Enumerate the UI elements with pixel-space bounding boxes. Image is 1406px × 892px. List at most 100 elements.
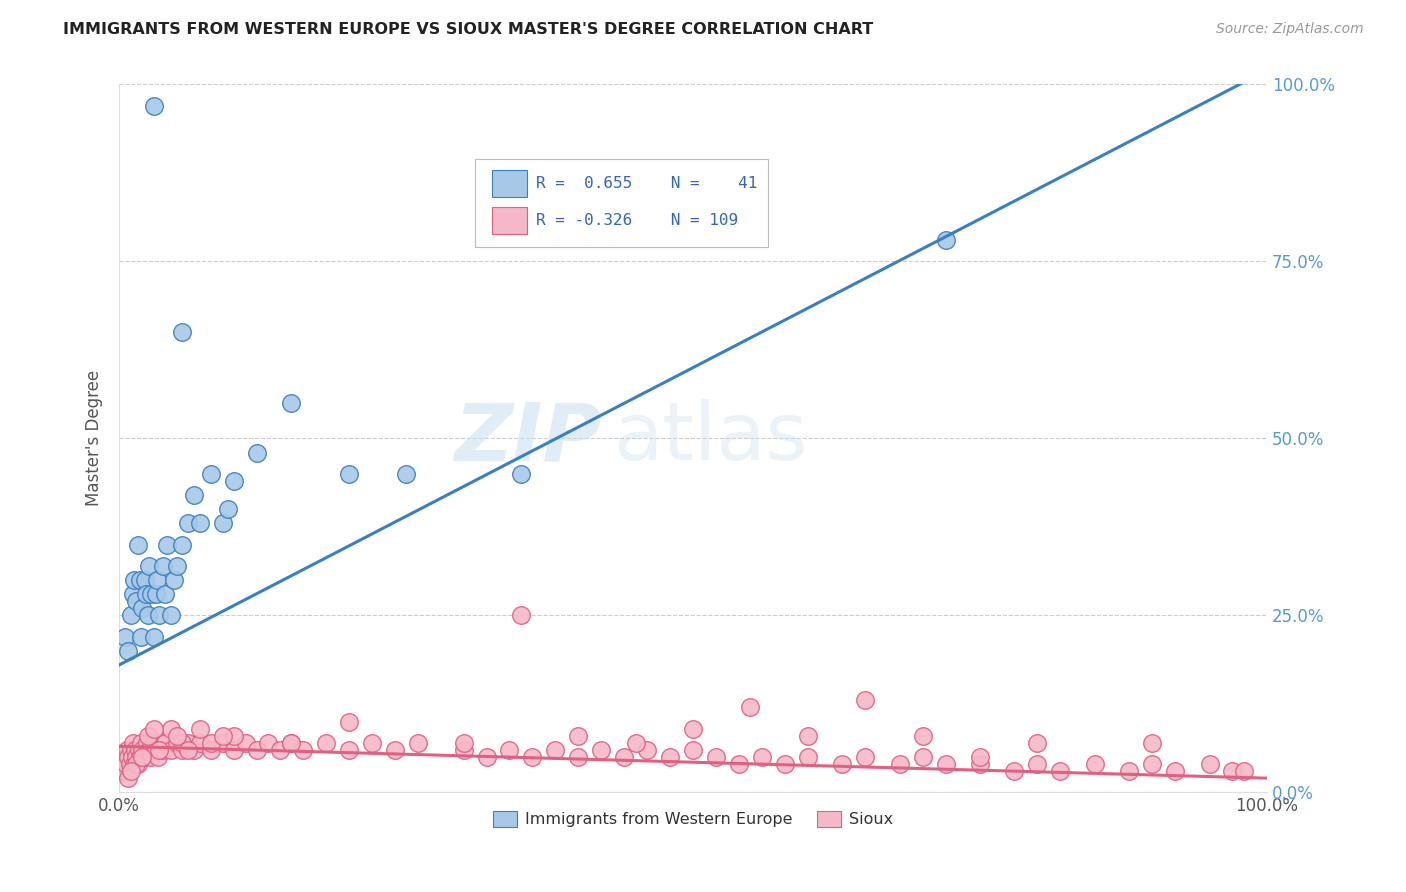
Point: [291, 743, 314, 757]
Point: [1164, 764, 1187, 778]
Point: [135, 587, 157, 601]
Point: [853, 750, 876, 764]
Point: [128, 743, 150, 757]
Point: [148, 608, 170, 623]
Point: [160, 608, 183, 623]
Point: [613, 750, 636, 764]
FancyBboxPatch shape: [475, 159, 768, 247]
Point: [1222, 764, 1244, 778]
Point: [567, 750, 589, 764]
Point: [149, 736, 172, 750]
Point: [1026, 756, 1049, 771]
Point: [129, 750, 152, 764]
Point: [125, 756, 148, 771]
Point: [257, 736, 280, 750]
Bar: [492, 170, 527, 197]
Point: [211, 516, 233, 531]
Point: [152, 558, 174, 573]
Point: [1118, 764, 1140, 778]
Point: [831, 756, 853, 771]
Point: [172, 325, 194, 339]
Text: Source: ZipAtlas.com: Source: ZipAtlas.com: [1216, 22, 1364, 37]
Point: [188, 516, 211, 531]
Point: [125, 750, 148, 764]
Point: [544, 743, 567, 757]
Point: [134, 573, 156, 587]
Point: [246, 743, 269, 757]
Point: [188, 736, 211, 750]
Point: [127, 756, 149, 771]
Point: [122, 587, 145, 601]
Point: [751, 750, 773, 764]
Point: [188, 722, 211, 736]
Point: [146, 573, 169, 587]
Point: [1198, 756, 1220, 771]
Point: [682, 743, 704, 757]
Legend: Immigrants from Western Europe, Sioux: Immigrants from Western Europe, Sioux: [486, 805, 900, 834]
Point: [120, 608, 142, 623]
Bar: [492, 207, 527, 234]
Point: [200, 736, 222, 750]
Point: [1233, 764, 1256, 778]
Point: [114, 630, 136, 644]
Point: [129, 736, 152, 750]
Point: [510, 608, 533, 623]
Point: [222, 743, 245, 757]
Point: [120, 743, 142, 757]
Point: [740, 700, 762, 714]
Point: [211, 729, 233, 743]
Point: [122, 573, 145, 587]
Point: [1049, 764, 1071, 778]
Point: [120, 764, 142, 778]
Point: [166, 558, 188, 573]
Point: [704, 750, 727, 764]
Point: [145, 587, 167, 601]
Point: [269, 743, 291, 757]
Point: [384, 743, 406, 757]
Point: [475, 750, 498, 764]
Point: [138, 558, 160, 573]
Point: [117, 644, 139, 658]
Point: [115, 756, 138, 771]
Point: [110, 756, 132, 771]
Point: [183, 743, 205, 757]
Point: [406, 736, 429, 750]
Point: [160, 743, 183, 757]
Point: [969, 756, 991, 771]
Point: [1140, 736, 1163, 750]
Point: [222, 474, 245, 488]
Point: [911, 750, 934, 764]
Point: [1084, 756, 1107, 771]
Text: IMMIGRANTS FROM WESTERN EUROPE VS SIOUX MASTER'S DEGREE CORRELATION CHART: IMMIGRANTS FROM WESTERN EUROPE VS SIOUX …: [63, 22, 873, 37]
Point: [280, 396, 302, 410]
Point: [211, 736, 233, 750]
Point: [131, 743, 153, 757]
Point: [889, 756, 911, 771]
Point: [453, 736, 475, 750]
Point: [124, 743, 146, 757]
Point: [522, 750, 544, 764]
Point: [142, 736, 165, 750]
Point: [129, 573, 152, 587]
Point: [166, 729, 188, 743]
Point: [183, 488, 205, 502]
Point: [200, 467, 222, 481]
Point: [969, 750, 991, 764]
Point: [142, 722, 165, 736]
Point: [117, 750, 139, 764]
Point: [172, 537, 194, 551]
Point: [160, 722, 183, 736]
Point: [591, 743, 613, 757]
Point: [142, 630, 165, 644]
Point: [112, 764, 135, 778]
Point: [453, 743, 475, 757]
Point: [122, 736, 145, 750]
Point: [659, 750, 682, 764]
Point: [121, 750, 143, 764]
Point: [395, 467, 418, 481]
Point: [1026, 736, 1049, 750]
Point: [117, 771, 139, 785]
Point: [145, 743, 167, 757]
Point: [235, 736, 257, 750]
Text: R = -0.326    N = 109: R = -0.326 N = 109: [536, 213, 738, 227]
